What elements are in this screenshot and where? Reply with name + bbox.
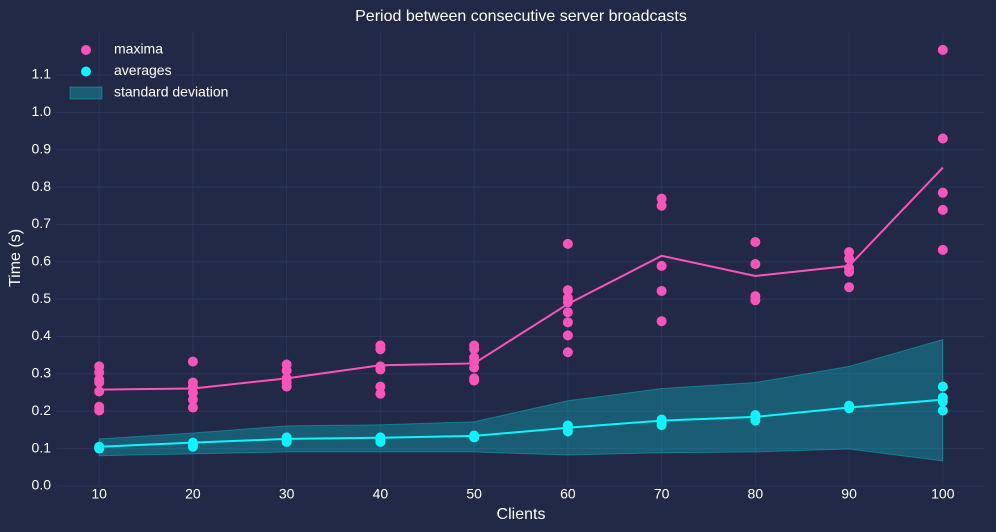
y-tick-label: 0.8 — [32, 178, 52, 194]
x-tick-label: 20 — [185, 486, 201, 502]
point — [937, 204, 948, 215]
point — [187, 394, 198, 405]
point — [937, 133, 948, 144]
x-tick-label: 60 — [560, 486, 576, 502]
point — [562, 238, 573, 249]
point — [562, 307, 573, 318]
y-tick-label: 0.7 — [32, 215, 52, 231]
y-tick-label: 0.9 — [32, 140, 52, 156]
y-tick-label: 0.4 — [32, 327, 52, 343]
point — [937, 396, 948, 407]
point — [937, 381, 948, 392]
point — [844, 266, 855, 277]
point — [375, 388, 386, 399]
point — [187, 441, 198, 452]
point — [656, 193, 667, 204]
y-tick-label: 0.1 — [32, 439, 52, 455]
chart-title: Period between consecutive server broadc… — [355, 8, 687, 25]
point — [375, 364, 386, 375]
x-tick-label: 80 — [748, 486, 764, 502]
point — [937, 244, 948, 255]
point — [281, 436, 292, 447]
point — [562, 285, 573, 296]
x-tick-label: 10 — [91, 486, 107, 502]
point — [656, 316, 667, 327]
x-tick-label: 90 — [841, 486, 857, 502]
point — [94, 405, 105, 416]
point — [469, 375, 480, 386]
x-tick-label: 40 — [373, 486, 389, 502]
point — [937, 187, 948, 198]
line — [99, 166, 944, 391]
y-tick-label: 0.6 — [32, 253, 52, 269]
point — [281, 365, 292, 376]
point — [844, 403, 855, 414]
point — [94, 377, 105, 388]
point — [750, 259, 761, 270]
point — [375, 436, 386, 447]
point — [187, 356, 198, 367]
legend-marker — [81, 66, 91, 77]
point — [375, 381, 386, 392]
legend-marker — [81, 45, 91, 55]
point — [656, 285, 667, 296]
legend-label: maxima — [114, 41, 163, 57]
y-tick-label: 0.3 — [32, 365, 52, 381]
line — [99, 398, 943, 448]
point — [187, 402, 198, 413]
point — [562, 317, 573, 328]
point — [750, 236, 761, 247]
y-axis-label: Time (s) — [7, 229, 24, 287]
point — [562, 330, 573, 341]
point — [937, 405, 948, 416]
point — [844, 282, 855, 293]
point — [656, 420, 667, 431]
std-band — [98, 338, 944, 462]
point — [187, 387, 198, 398]
point — [375, 344, 386, 355]
legend-swatch — [69, 86, 103, 100]
y-tick-label: 1.0 — [32, 103, 52, 119]
point — [750, 295, 761, 306]
point — [469, 432, 480, 443]
point — [937, 44, 948, 55]
point — [562, 347, 573, 358]
point — [656, 260, 667, 271]
x-tick-label: 70 — [654, 486, 670, 502]
x-tick-label: 100 — [931, 486, 955, 502]
y-tick-label: 0.0 — [32, 477, 52, 493]
y-tick-label: 1.1 — [32, 66, 52, 82]
x-tick-label: 30 — [279, 486, 295, 502]
y-tick-label: 0.2 — [32, 402, 52, 418]
point — [469, 344, 480, 355]
point — [844, 253, 855, 264]
point — [94, 443, 105, 454]
legend-label: standard deviation — [114, 84, 228, 100]
point — [562, 426, 573, 437]
point — [281, 381, 292, 392]
y-tick-label: 0.5 — [32, 290, 52, 306]
point — [750, 415, 761, 426]
point — [562, 297, 573, 308]
point — [94, 367, 105, 378]
legend-label: averages — [114, 62, 172, 78]
x-tick-label: 50 — [466, 486, 482, 502]
point — [656, 200, 667, 211]
point — [94, 386, 105, 397]
point — [469, 362, 480, 373]
x-axis-label: Clients — [497, 506, 546, 523]
